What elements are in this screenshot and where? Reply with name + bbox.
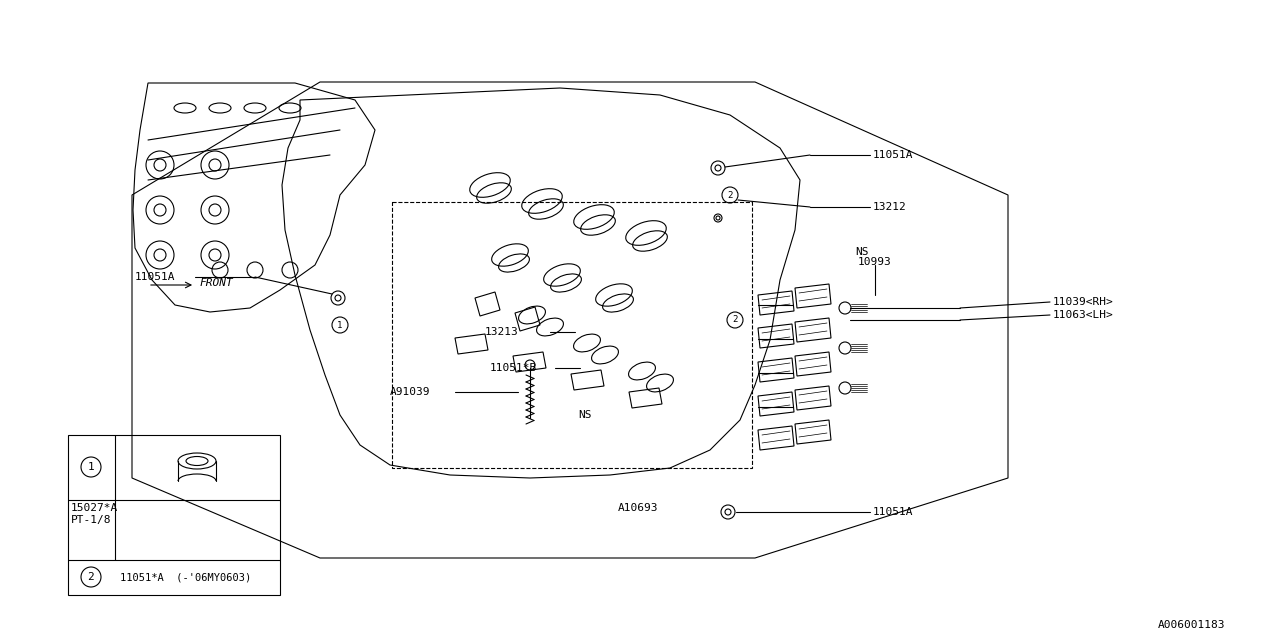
Text: 2: 2 bbox=[87, 572, 95, 582]
Text: 11051A: 11051A bbox=[134, 272, 175, 282]
Text: A10693: A10693 bbox=[618, 503, 658, 513]
Text: 10993: 10993 bbox=[858, 257, 892, 267]
Text: PT-1/8: PT-1/8 bbox=[70, 515, 111, 525]
Text: 11063<LH>: 11063<LH> bbox=[1053, 310, 1114, 320]
Text: 11039<RH>: 11039<RH> bbox=[1053, 297, 1114, 307]
Text: 13212: 13212 bbox=[873, 202, 906, 212]
Text: 1: 1 bbox=[87, 462, 95, 472]
Text: 11051A: 11051A bbox=[873, 150, 914, 160]
Text: 2: 2 bbox=[732, 316, 737, 324]
Text: A91039: A91039 bbox=[390, 387, 430, 397]
Text: 15027*A: 15027*A bbox=[70, 503, 118, 513]
Text: FRONT: FRONT bbox=[200, 278, 234, 288]
Text: 11051*B: 11051*B bbox=[490, 363, 538, 373]
Text: NS: NS bbox=[855, 247, 869, 257]
Text: 11051*A  (-'06MY0603): 11051*A (-'06MY0603) bbox=[120, 572, 251, 582]
Text: A006001183: A006001183 bbox=[1158, 620, 1225, 630]
Text: 13213: 13213 bbox=[485, 327, 518, 337]
Text: NS: NS bbox=[579, 410, 591, 420]
Text: 1: 1 bbox=[338, 321, 343, 330]
Text: 2: 2 bbox=[727, 191, 732, 200]
Text: 11051A: 11051A bbox=[873, 507, 914, 517]
